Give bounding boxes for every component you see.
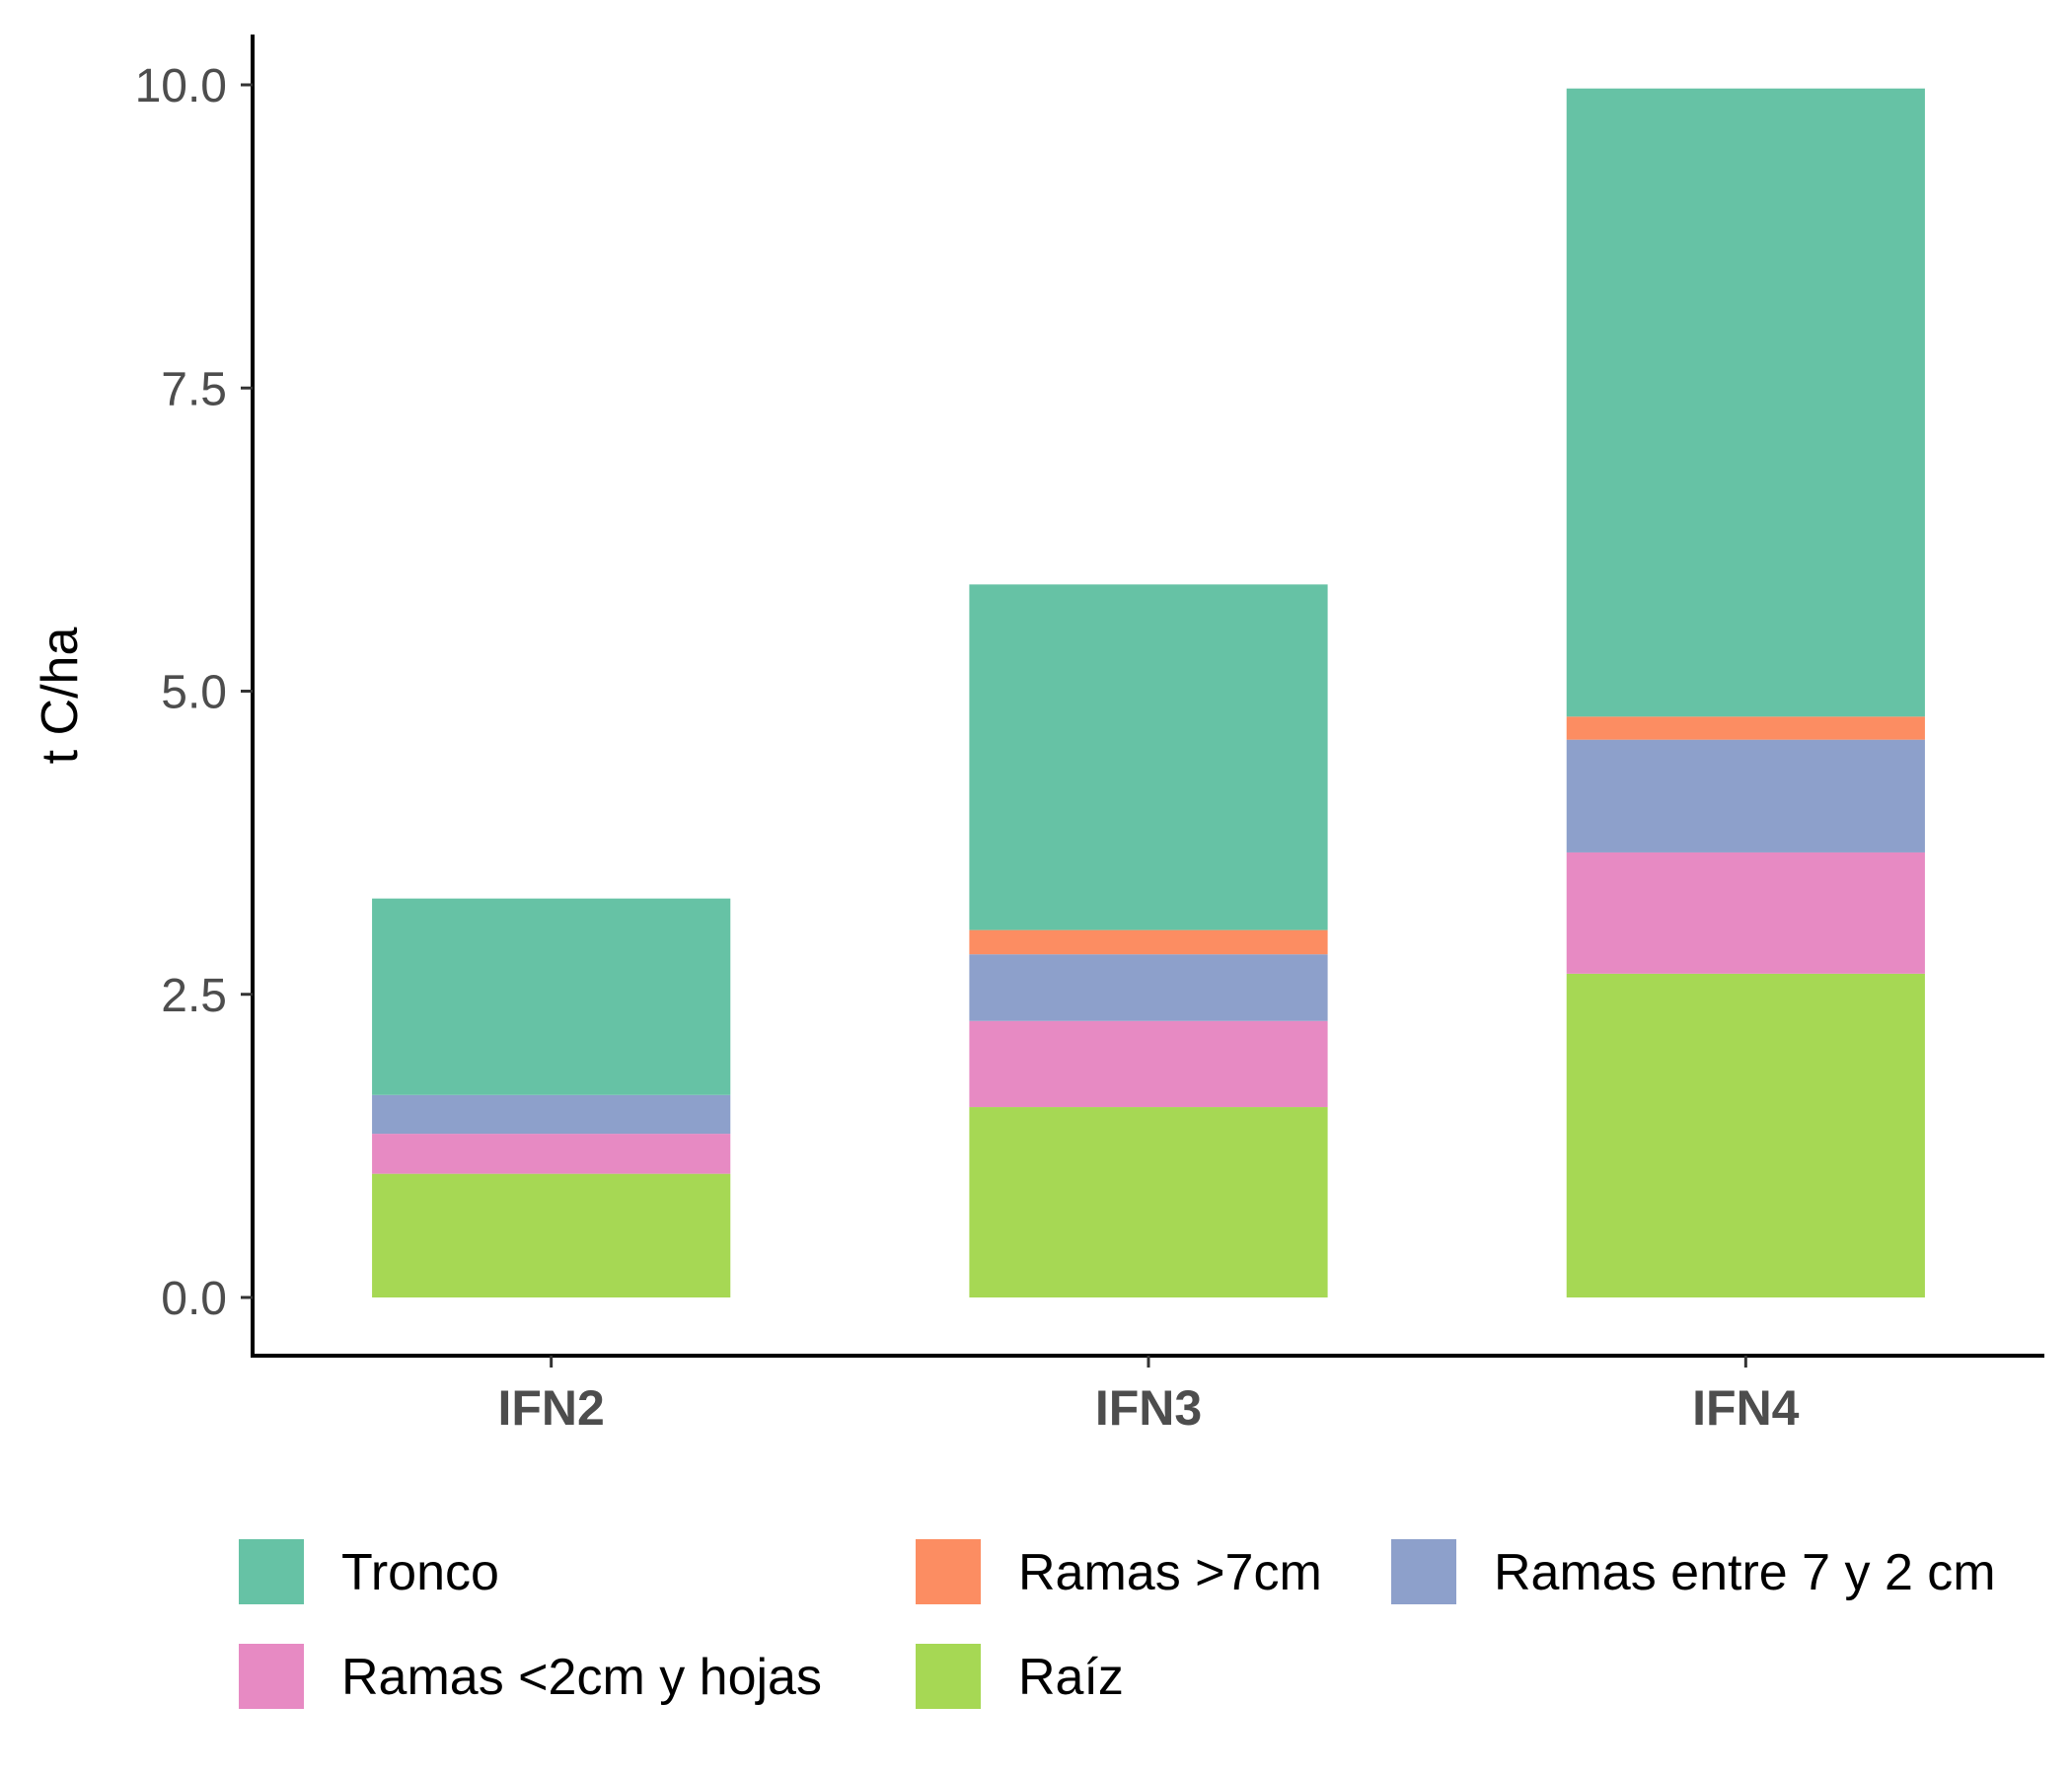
bar-segment-ifn2-1	[372, 1134, 731, 1174]
y-tick-label: 5.0	[161, 667, 227, 719]
bar-segment-ifn3-0	[969, 1107, 1328, 1297]
y-tick-label: 0.0	[161, 1273, 227, 1325]
bar-segment-ifn3-1	[969, 1020, 1328, 1108]
legend-swatch	[239, 1539, 304, 1604]
x-tick-label: IFN4	[1692, 1380, 1800, 1436]
y-tick-label: 10.0	[135, 60, 227, 112]
bar-segment-ifn2-2	[372, 1094, 731, 1135]
bar-segment-ifn3-4	[969, 584, 1328, 930]
legend-label: Raíz	[1018, 1649, 1124, 1706]
y-ticks: 0.0 2.5 5.0 7.5 10.0	[135, 60, 253, 1325]
y-tick-label: 7.5	[161, 363, 227, 415]
bar-segment-ifn3-2	[969, 954, 1328, 1021]
legend-label: Ramas entre 7 y 2 cm	[1494, 1544, 1996, 1601]
x-tick-label: IFN3	[1095, 1380, 1202, 1436]
x-tick-label: IFN2	[497, 1380, 604, 1436]
legend-label: Tronco	[341, 1544, 499, 1601]
bars-layer	[372, 88, 1925, 1297]
bar-segment-ifn4-4	[1566, 88, 1925, 717]
bar-segment-ifn4-2	[1566, 739, 1925, 852]
bar-segment-ifn4-3	[1566, 716, 1925, 740]
legend-label: Ramas >7cm	[1018, 1544, 1322, 1601]
bar-segment-ifn3-3	[969, 929, 1328, 955]
bar-segment-ifn2-4	[372, 898, 731, 1095]
legend-swatch	[1391, 1539, 1456, 1604]
y-axis-title: t C/ha	[32, 628, 89, 765]
y-tick-label: 2.5	[161, 970, 227, 1022]
bar-segment-ifn2-0	[372, 1173, 731, 1297]
legend-swatch	[239, 1644, 304, 1709]
bar-segment-ifn4-1	[1566, 851, 1925, 974]
legend-label: Ramas <2cm y hojas	[341, 1649, 822, 1706]
legend-swatch	[916, 1644, 981, 1709]
legend-swatch	[916, 1539, 981, 1604]
bar-segment-ifn4-0	[1566, 973, 1925, 1297]
x-ticks: IFN2 IFN3 IFN4	[497, 1356, 1800, 1436]
legend: Tronco Ramas >7cm Ramas entre 7 y 2 cm Rama…	[239, 1539, 1996, 1709]
